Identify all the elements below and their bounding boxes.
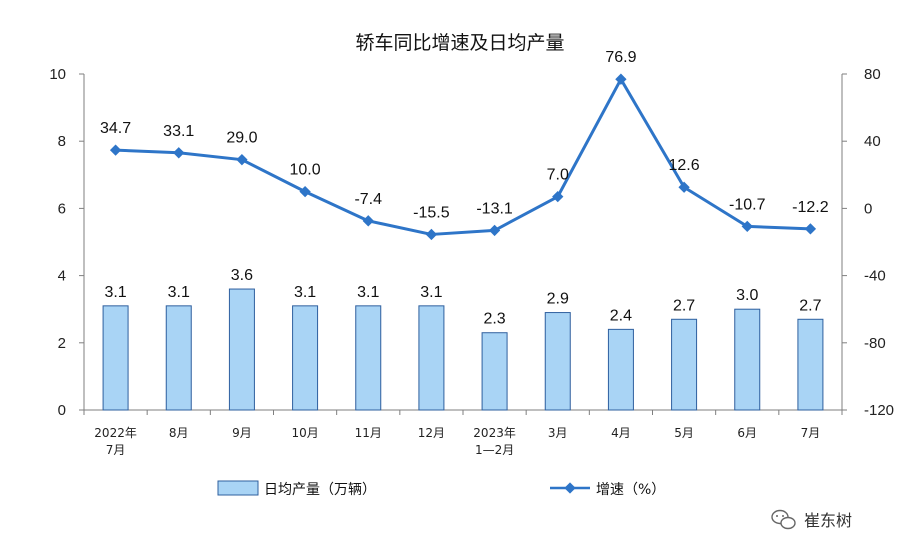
line-point (362, 215, 374, 227)
bar (228, 288, 255, 411)
bar (671, 318, 698, 411)
line-point (488, 224, 501, 237)
line-data-label: 10.0 (290, 162, 321, 179)
line-data-label: 34.7 (100, 120, 131, 137)
x-tick-label: 8月 (169, 426, 189, 440)
line-data-label: 33.1 (163, 123, 194, 140)
bar-data-label: 3.1 (420, 284, 442, 301)
bar-data-label: 3.1 (168, 284, 190, 301)
line-point (741, 220, 753, 233)
bar (102, 305, 129, 411)
bar-data-label: 3.1 (294, 284, 316, 301)
x-tick-label: 2023年 (473, 426, 516, 440)
y-right-tick-label: 40 (864, 133, 881, 150)
growth-line (115, 77, 811, 236)
bar-data-label: 3.0 (736, 287, 758, 304)
y-left-tick-label: 4 (58, 268, 66, 285)
y-left-tick-label: 10 (49, 66, 66, 83)
y-right-tick-label: 0 (864, 200, 872, 217)
bar (418, 305, 445, 411)
y-right-tick-label: -80 (864, 335, 886, 352)
bar-data-label: 3.6 (231, 267, 253, 284)
line-data-label: 12.6 (669, 157, 700, 174)
x-tick-label: 12月 (418, 426, 445, 440)
bar-data-label: 2.7 (673, 297, 695, 314)
y-right-tick-label: -120 (864, 402, 894, 419)
bar (355, 305, 382, 411)
bar-data-label: 3.1 (357, 284, 379, 301)
line-data-label: 76.9 (605, 49, 636, 66)
line-data-label: -7.4 (354, 191, 382, 208)
legend-line-label: 增速（%） (596, 482, 665, 498)
y-left-tick-label: 6 (58, 200, 66, 217)
legend-line-marker (564, 482, 576, 494)
bar (544, 312, 571, 411)
bar-data-label: 2.9 (547, 291, 569, 308)
bar (292, 305, 319, 411)
line-point (173, 147, 185, 159)
x-tick-label: 6月 (737, 426, 757, 440)
line-data-label: -13.1 (476, 200, 513, 217)
legend-bar-swatch (217, 480, 259, 496)
x-tick-label: 1—2月 (475, 443, 514, 457)
x-tick-label: 2022年 (94, 426, 137, 440)
chart-title: 轿车同比增速及日均产量 (355, 32, 564, 54)
bar-data-label: 2.3 (483, 311, 505, 328)
y-left-tick-label: 2 (58, 335, 66, 352)
line-point (236, 154, 248, 166)
line-point (299, 185, 311, 198)
bar-data-label: 2.7 (799, 297, 821, 314)
bar (734, 308, 761, 411)
y-left-tick-label: 0 (58, 402, 66, 419)
x-tick-label: 7月 (106, 443, 126, 457)
watermark: 崔东树 (771, 509, 852, 530)
bar (797, 318, 824, 411)
y-right-tick-label: 80 (864, 66, 881, 83)
bar (165, 305, 192, 411)
x-tick-label: 9月 (232, 426, 252, 440)
line-point (109, 144, 122, 156)
x-tick-label: 7月 (801, 426, 821, 440)
x-tick-label: 4月 (611, 426, 631, 440)
line-point (552, 190, 564, 203)
watermark-text: 崔东树 (804, 511, 852, 530)
y-right-tick-label: -40 (864, 268, 886, 285)
bar (607, 328, 634, 411)
x-tick-label: 11月 (355, 426, 382, 440)
y-left-tick-label: 8 (58, 133, 66, 150)
wechat-icon (771, 509, 796, 530)
line-data-label: -15.5 (413, 204, 450, 221)
x-tick-label: 10月 (291, 426, 318, 440)
line-point (804, 223, 817, 235)
legend-bar-label: 日均产量（万辆） (264, 482, 376, 498)
line-data-label: -12.2 (792, 199, 829, 216)
bar-data-label: 2.4 (610, 307, 632, 324)
bar (481, 332, 508, 411)
bar-data-label: 3.1 (104, 284, 126, 301)
x-tick-label: 3月 (548, 426, 568, 440)
legend: 日均产量（万辆） 增速（%） (217, 480, 665, 498)
line-data-label: -10.7 (729, 196, 766, 213)
x-tick-label: 5月 (674, 426, 694, 440)
line-point (678, 181, 690, 193)
plot-area: 0 2 4 6 8 10 -120 -80 -40 0 40 80 2022年 7月 8月 9月 10月 11月 1… (49, 49, 894, 457)
line-data-label: 7.0 (547, 167, 569, 184)
line-point (425, 228, 438, 241)
line-data-label: 29.0 (226, 130, 257, 147)
